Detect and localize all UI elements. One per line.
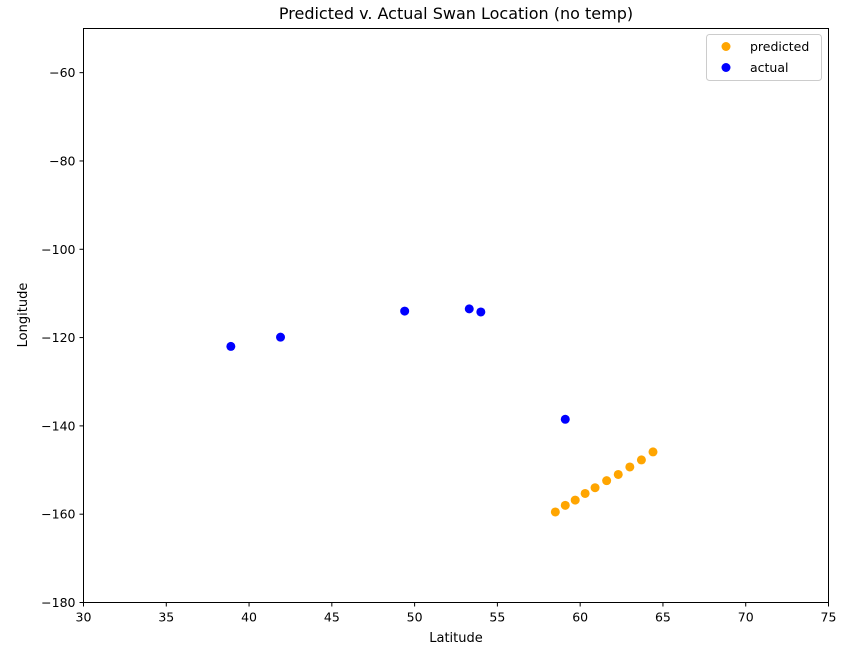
y-tick-label-5: −160 [41,507,75,522]
plot-frame [83,28,829,603]
x-tick-label-4: 50 [407,610,423,625]
point-actual-4 [476,307,486,317]
y-axis-label: Longitude [16,283,31,348]
y-tick-label-3: −120 [41,330,75,345]
legend: predicted actual [706,34,822,81]
point-predicted-3 [580,488,590,498]
x-axis-ticks: 30 35 40 45 50 55 60 65 70 75 [76,602,837,625]
y-tick-label-4: −140 [41,418,75,433]
x-tick-label-9: 75 [821,610,837,625]
data-points [226,304,658,517]
point-predicted-0 [550,507,560,517]
point-predicted-8 [636,455,646,465]
point-predicted-5 [602,476,612,486]
x-tick-label-3: 45 [324,610,340,625]
x-tick-label-6: 60 [572,610,588,625]
x-tick-label-5: 55 [489,610,505,625]
point-predicted-1 [560,500,570,510]
legend-box [706,34,822,81]
point-predicted-7 [625,462,635,472]
x-tick-label-7: 65 [655,610,671,625]
x-tick-label-8: 70 [738,610,754,625]
x-tick-label-2: 40 [241,610,257,625]
x-axis-label: Latitude [429,631,483,645]
x-tick-label-1: 35 [158,610,174,625]
chart-title: Predicted v. Actual Swan Location (no te… [279,4,633,23]
legend-marker-actual [721,63,731,72]
point-actual-0 [226,341,236,351]
legend-label-predicted: predicted [750,39,809,54]
point-predicted-2 [570,495,580,505]
point-actual-3 [464,304,474,314]
y-axis-ticks: −60 −80 −100 −120 −140 −160 −180 [41,65,84,610]
y-tick-label-1: −80 [49,153,75,168]
point-predicted-4 [590,483,600,493]
x-tick-label-0: 30 [76,610,92,625]
legend-marker-predicted [721,42,731,51]
point-actual-1 [276,332,286,342]
point-actual-2 [400,306,410,316]
point-predicted-6 [613,469,623,479]
point-predicted-9 [648,447,658,457]
y-tick-label-0: −60 [49,65,75,80]
point-actual-5 [560,414,570,424]
legend-label-actual: actual [750,60,789,75]
y-tick-label-6: −180 [41,595,75,610]
y-tick-label-2: −100 [41,242,75,257]
